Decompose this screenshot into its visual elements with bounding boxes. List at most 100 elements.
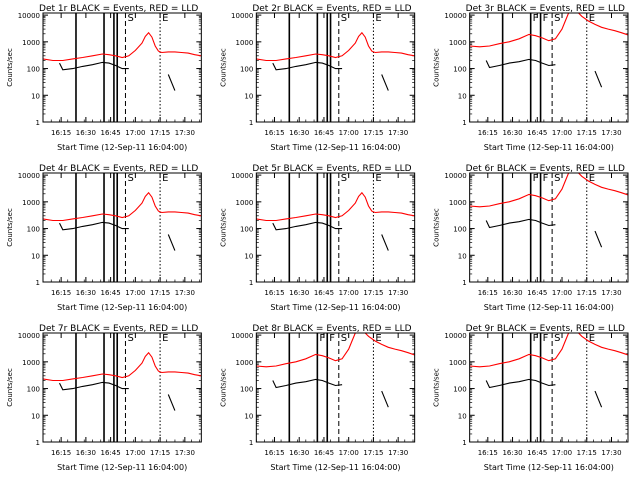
panel-title: Det 1r BLACK = Events, RED = LLD [39, 4, 198, 14]
marker-label: F [319, 333, 325, 344]
x-tick-label: 17:30 [388, 449, 408, 457]
marker-label: E [589, 333, 595, 344]
marker-label: F [533, 13, 539, 24]
y-tick-label: 100 [453, 66, 466, 74]
x-tick-label: 17:00 [125, 129, 145, 137]
marker-label: S [341, 173, 347, 184]
y-tick-label: 10 [458, 412, 467, 420]
panel-9: Det 9r BLACK = Events, RED = LLD Counts/s… [433, 324, 629, 472]
x-tick-label: 17:15 [577, 129, 597, 137]
marker-label: F [543, 333, 549, 344]
plot-frame [42, 12, 202, 123]
marker-label: S [341, 13, 347, 24]
events-series-line [272, 378, 389, 408]
y-tick-label: 1000 [236, 359, 254, 367]
y-tick-label: 1 [249, 279, 253, 287]
events-series-line [485, 218, 603, 248]
x-tick-label: 16:15 [264, 449, 284, 457]
x-tick-label: 16:30 [76, 289, 96, 297]
marker-label: S [127, 173, 133, 184]
x-tick-label: 16:30 [289, 289, 309, 297]
plot-frame [469, 332, 629, 443]
marker-label: E [162, 333, 168, 344]
y-tick-label: 1 [249, 439, 253, 447]
x-axis-label: Start Time (12-Sep-11 16:04:00) [57, 303, 187, 312]
marker-label: S [554, 13, 560, 24]
x-tick-label: 16:45 [527, 289, 547, 297]
plot-frame [255, 332, 416, 443]
y-axis-label: Counts/sec [433, 208, 441, 247]
x-tick-label: 17:00 [339, 289, 359, 297]
plot-frame [469, 12, 629, 123]
marker-label: E [589, 173, 595, 184]
series-group [256, 31, 415, 91]
y-tick-label: 100 [453, 226, 466, 234]
y-tick-label: 10000 [231, 172, 253, 180]
lld-series-line [469, 333, 628, 368]
y-tick-label: 10000 [18, 332, 40, 340]
events-series-line [59, 381, 176, 411]
x-axis-label: Start Time (12-Sep-11 16:04:00) [57, 463, 187, 472]
panel-title: Det 5r BLACK = Events, RED = LLD [252, 164, 411, 174]
panel-4: Det 4r BLACK = Events, RED = LLD Counts/s… [6, 164, 202, 312]
panel-title: Det 9r BLACK = Events, RED = LLD [466, 324, 625, 334]
x-tick-label: 16:30 [76, 129, 96, 137]
y-tick-label: 10 [31, 252, 40, 260]
x-tick-label: 17:15 [577, 449, 597, 457]
x-axis-label: Start Time (12-Sep-11 16:04:00) [484, 303, 614, 312]
events-series-line [272, 61, 389, 91]
x-tick-label: 16:15 [51, 289, 71, 297]
y-tick-label: 1 [36, 279, 40, 287]
x-tick-label: 17:15 [363, 129, 383, 137]
lld-series-line [256, 333, 415, 368]
y-tick-label: 100 [27, 226, 40, 234]
x-axis-label: Start Time (12-Sep-11 16:04:00) [484, 143, 614, 152]
x-axis-label: Start Time (12-Sep-11 16:04:00) [484, 463, 614, 472]
marker-label: E [375, 173, 381, 184]
x-tick-label: 16:45 [101, 129, 121, 137]
x-tick-label: 16:45 [527, 449, 547, 457]
y-tick-label: 10000 [231, 332, 253, 340]
x-axis-label: Start Time (12-Sep-11 16:04:00) [270, 143, 400, 152]
events-series-line [59, 61, 176, 91]
marker-label: E [589, 13, 595, 24]
x-tick-label: 16:30 [502, 289, 522, 297]
y-tick-label: 10 [31, 412, 40, 420]
x-axis-label: Start Time (12-Sep-11 16:04:00) [270, 463, 400, 472]
x-tick-label: 16:45 [314, 289, 334, 297]
x-tick-label: 16:45 [314, 129, 334, 137]
x-tick-label: 17:15 [150, 449, 170, 457]
panel-title: Det 2r BLACK = Events, RED = LLD [252, 4, 411, 14]
y-tick-label: 1000 [449, 359, 467, 367]
x-tick-label: 17:30 [175, 289, 195, 297]
series-group [256, 191, 415, 251]
x-tick-label: 17:15 [363, 289, 383, 297]
y-tick-label: 10 [244, 412, 253, 420]
x-tick-label: 17:00 [125, 289, 145, 297]
lld-series-line [43, 31, 202, 62]
panel-3: Det 3r BLACK = Events, RED = LLD Counts/s… [433, 4, 629, 152]
x-tick-label: 17:15 [577, 289, 597, 297]
plot-frame [255, 12, 416, 123]
y-tick-label: 1 [36, 439, 40, 447]
y-axis-label: Counts/sec [219, 48, 227, 87]
plot-frame [469, 172, 629, 283]
lld-series-line [256, 31, 415, 62]
y-tick-label: 100 [240, 386, 253, 394]
y-tick-label: 10 [458, 252, 467, 260]
marker-label: E [162, 173, 168, 184]
x-tick-label: 17:30 [175, 129, 195, 137]
x-tick-label: 17:00 [552, 289, 572, 297]
panel-title: Det 7r BLACK = Events, RED = LLD [39, 324, 198, 334]
x-tick-label: 16:30 [502, 129, 522, 137]
y-tick-label: 10 [244, 92, 253, 100]
y-tick-label: 1 [36, 119, 40, 127]
events-series-line [485, 378, 603, 408]
y-axis-label: Counts/sec [433, 48, 441, 87]
events-series-line [59, 221, 176, 251]
y-tick-label: 100 [453, 386, 466, 394]
lld-series-line [469, 173, 628, 208]
panel-title: Det 6r BLACK = Events, RED = LLD [466, 164, 625, 174]
y-tick-label: 10000 [444, 172, 466, 180]
